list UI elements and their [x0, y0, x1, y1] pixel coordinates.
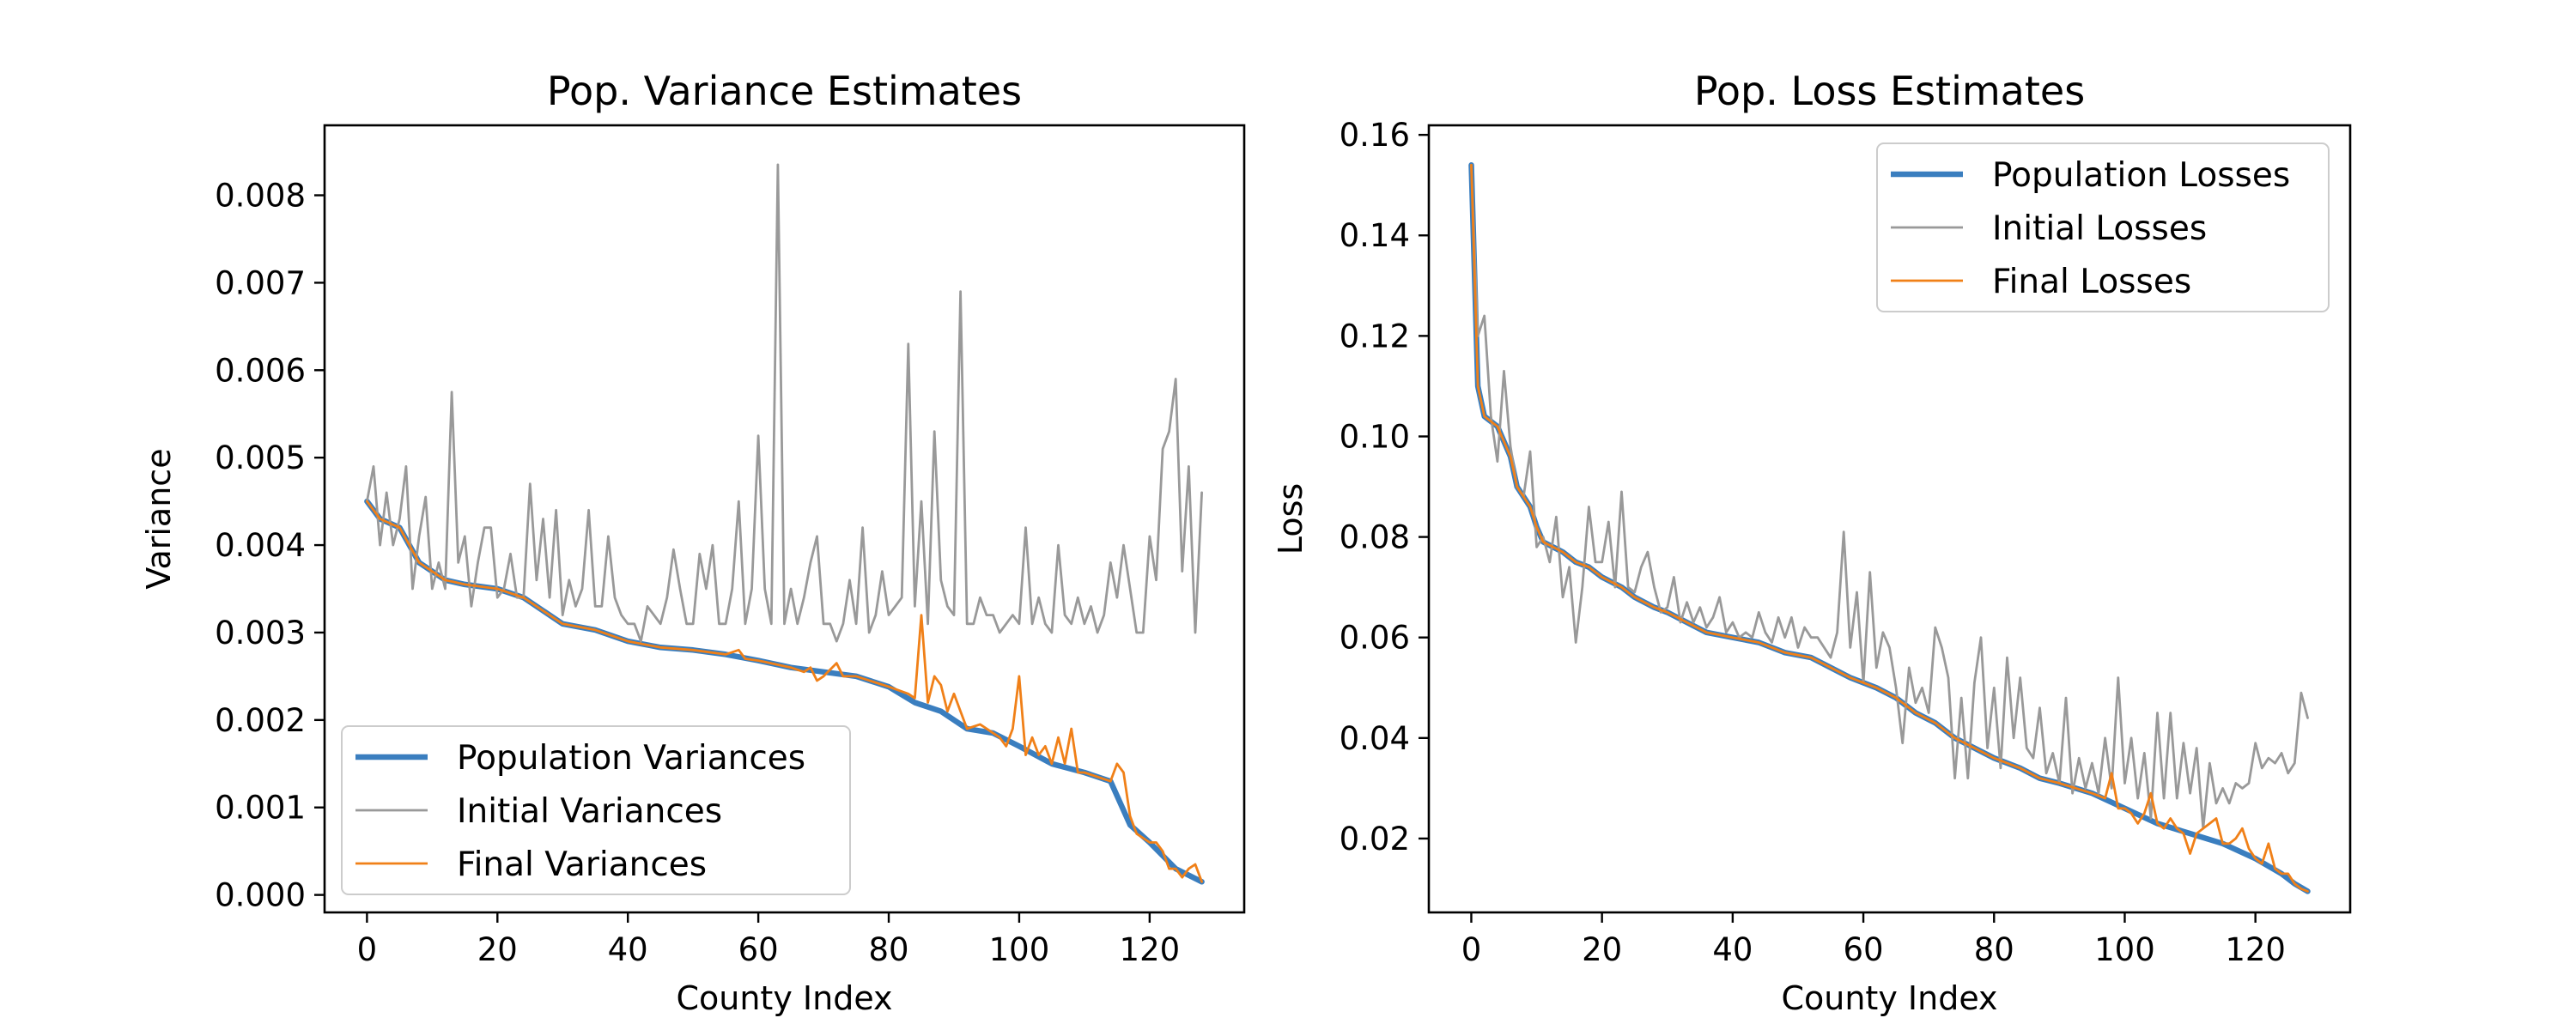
y-tick-label: 0.005: [215, 439, 306, 476]
y-tick-label: 0.007: [215, 264, 306, 301]
axes-frame: [323, 124, 1246, 914]
y-tick-label: 0.08: [1340, 519, 1410, 556]
x-tick-label: 0: [357, 931, 378, 968]
series-line-initial-variances: [366, 163, 1203, 643]
legend-box: [1876, 142, 2330, 312]
loss-plot: 0 20 40 60 80 100 120 0.02 0.04 0.06 0.08 0.10 0.12 0…: [1272, 68, 2352, 1017]
variance-plot: 0 20 40 60 80 100 120 0.000 0.001 0.002 0.003 0.004…: [140, 68, 1246, 1017]
x-tick-label: 80: [868, 931, 908, 968]
axes-frame: [1427, 124, 2352, 914]
y-tick-label: 0.06: [1340, 620, 1410, 657]
chart-title: Pop. Loss Estimates: [1694, 68, 2085, 114]
legend-label: Initial Losses: [1992, 209, 2207, 248]
y-tick-label: 0.02: [1340, 821, 1410, 857]
x-tick-label: 100: [989, 931, 1050, 968]
y-tick-label: 0.12: [1340, 318, 1410, 354]
x-tick-label: 40: [608, 931, 648, 968]
x-tick-label: 0: [1461, 931, 1482, 968]
y-tick-label: 0.006: [215, 352, 306, 389]
series-line-initial-losses: [1470, 163, 2309, 830]
x-tick-label: 120: [2225, 931, 2286, 968]
y-axis-label: Variance: [140, 448, 178, 589]
x-tick-label: 20: [477, 931, 518, 968]
chart-title: Pop. Variance Estimates: [547, 68, 1022, 114]
y-tick-label: 0.001: [215, 790, 306, 827]
y-tick-label: 0.000: [215, 877, 306, 914]
x-tick-label: 100: [2094, 931, 2155, 968]
legend-box: [341, 725, 851, 895]
legend: Population Variances Initial Variances Fin…: [341, 725, 851, 895]
y-tick-label: 0.10: [1340, 418, 1410, 455]
legend-label: Initial Variances: [457, 792, 722, 831]
series-line-final-losses: [1470, 163, 2309, 893]
legend-label: Population Losses: [1992, 156, 2290, 195]
x-tick-label: 80: [1974, 931, 2014, 968]
series-line-final-variances: [366, 500, 1203, 883]
legend-label: Final Variances: [457, 845, 707, 884]
x-tick-label: 40: [1712, 931, 1753, 968]
x-tick-label: 20: [1582, 931, 1622, 968]
legend: Population Losses Initial Losses Final Los…: [1876, 142, 2330, 312]
y-tick-label: 0.16: [1340, 117, 1410, 154]
y-axis-label: Loss: [1272, 483, 1309, 554]
y-tick-label: 0.04: [1340, 720, 1410, 757]
y-tick-label: 0.14: [1340, 217, 1410, 254]
legend-label: Final Losses: [1992, 263, 2191, 301]
x-tick-label: 60: [1844, 931, 1884, 968]
x-axis-label: County Index: [676, 979, 892, 1017]
x-axis-label: County Index: [1781, 979, 1997, 1017]
y-tick-label: 0.002: [215, 702, 306, 739]
y-tick-label: 0.003: [215, 615, 306, 651]
x-tick-label: 60: [738, 931, 779, 968]
y-tick-label: 0.004: [215, 527, 306, 564]
y-tick-label: 0.008: [215, 178, 306, 215]
x-tick-label: 120: [1120, 931, 1181, 968]
legend-label: Population Variances: [457, 739, 805, 778]
